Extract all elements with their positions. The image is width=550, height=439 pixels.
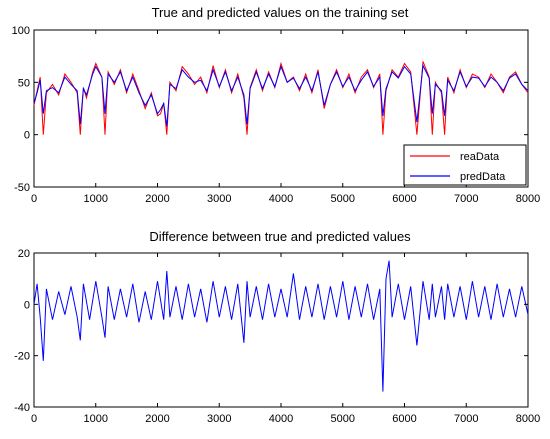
- top-plot: True and predicted values on the trainin…: [12, 5, 541, 205]
- bottom-x-tick-label: 7000: [454, 413, 478, 425]
- top-x-tick-label: 8000: [516, 193, 540, 205]
- bottom-plot: Difference between true and predicted va…: [14, 229, 540, 425]
- bottom-x-tick-label: 8000: [516, 413, 540, 425]
- top-y-tick-label: 100: [12, 25, 30, 37]
- bottom-y-tick-label: 20: [18, 248, 30, 260]
- legend: reaData predData: [403, 144, 527, 186]
- top-x-tick-label: 7000: [454, 193, 478, 205]
- bottom-y-tick-label: -40: [14, 402, 30, 414]
- bottom-plot-series: [33, 260, 529, 392]
- legend-label-reaData: reaData: [460, 151, 500, 163]
- top-plot-series: [33, 61, 529, 135]
- bottom-plot-ticks: 0 1000 2000 3000 4000 5000 6000 7000 8000 -40 -20 0…: [14, 248, 540, 425]
- bottom-x-tick-label: 5000: [331, 413, 355, 425]
- top-x-tick-label: 4000: [269, 193, 293, 205]
- bottom-y-tick-label: -20: [14, 351, 30, 363]
- top-series-line-predData: [33, 63, 529, 127]
- bottom-plot-title: Difference between true and predicted va…: [149, 229, 411, 244]
- bottom-x-tick-label: 3000: [207, 413, 231, 425]
- bottom-x-tick-label: 1000: [84, 413, 108, 425]
- bottom-series-line-difference: [33, 260, 529, 392]
- bottom-x-tick-label: 2000: [145, 413, 169, 425]
- top-y-tick-label: -50: [14, 182, 30, 194]
- top-x-tick-label: 2000: [145, 193, 169, 205]
- top-x-tick-label: 6000: [392, 193, 416, 205]
- top-plot-ticks: 0 1000 2000 3000 4000 5000 6000 7000 8000-500501…: [12, 25, 541, 205]
- bottom-y-tick-label: 0: [24, 299, 30, 311]
- top-x-tick-label: 3000: [207, 193, 231, 205]
- bottom-x-tick-label: 6000: [392, 413, 416, 425]
- top-plot-title: True and predicted values on the trainin…: [152, 5, 409, 20]
- top-x-tick-label: 0: [31, 193, 37, 205]
- bottom-plot-axes: [33, 252, 529, 408]
- bottom-x-tick-label: 4000: [269, 413, 293, 425]
- legend-label-predData: predData: [460, 171, 506, 183]
- top-y-tick-label: 50: [18, 77, 30, 89]
- legend-box: [403, 144, 527, 186]
- top-y-tick-label: 0: [24, 130, 30, 142]
- top-x-tick-label: 1000: [84, 193, 108, 205]
- top-x-tick-label: 5000: [331, 193, 355, 205]
- bottom-x-tick-label: 0: [31, 413, 37, 425]
